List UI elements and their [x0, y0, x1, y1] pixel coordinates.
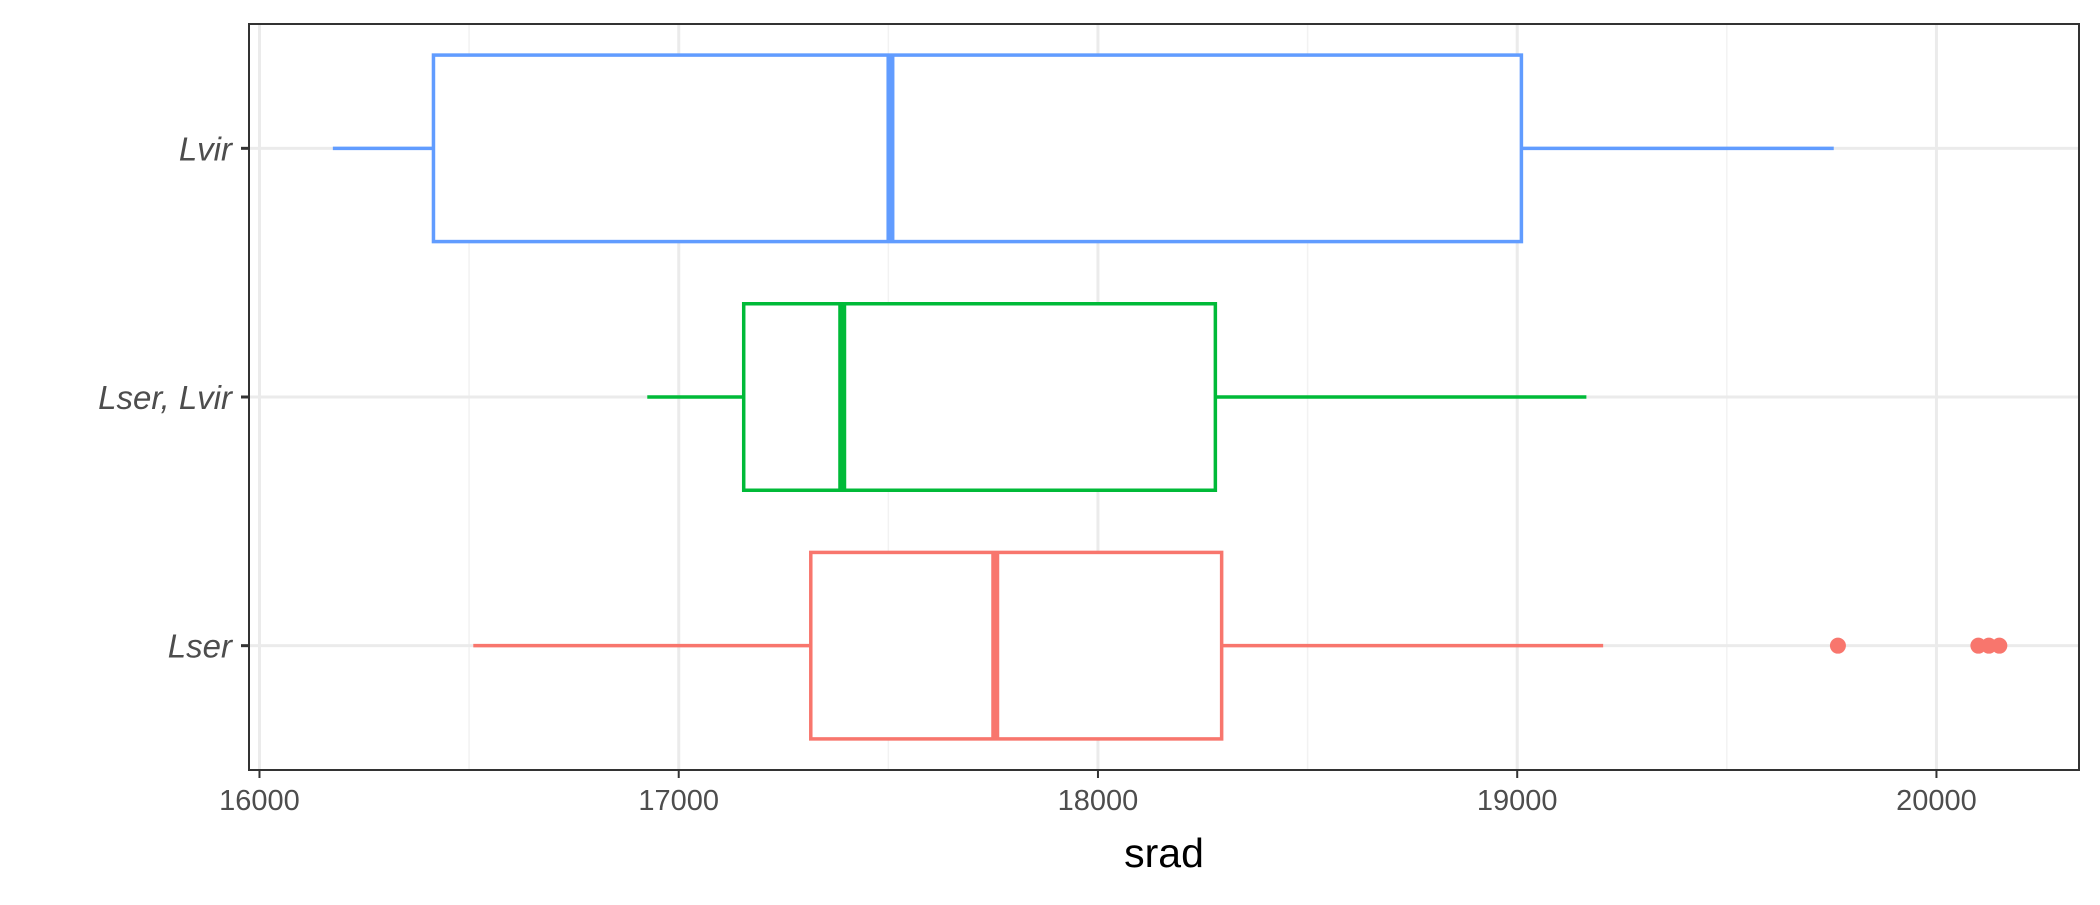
axis-layer: 16000 17000 18000 19000 20000 Lser Lser, Lvir L…	[98, 130, 1977, 817]
outlier-point	[1991, 637, 2008, 654]
x-tick-label: 16000	[219, 785, 300, 817]
y-tick-label: Lvir	[179, 130, 234, 167]
iqr-box	[431, 53, 1524, 244]
x-tick-label: 19000	[1477, 785, 1558, 817]
y-tick-label: Lser, Lvir	[98, 379, 234, 416]
boxplot-lvir	[332, 53, 1834, 244]
y-tick-label: Lser	[168, 628, 234, 665]
box-layer	[332, 53, 2008, 741]
x-tick-label: 17000	[638, 785, 719, 817]
x-tick-label: 20000	[1896, 785, 1977, 817]
iqr-box	[741, 302, 1218, 492]
outlier-point	[1829, 637, 1846, 654]
boxplot-lser	[473, 550, 2008, 741]
boxplot-lser-lvir	[647, 302, 1587, 492]
iqr-box	[809, 550, 1224, 741]
x-tick-label: 18000	[1058, 785, 1139, 817]
x-axis-title: srad	[1124, 830, 1204, 876]
